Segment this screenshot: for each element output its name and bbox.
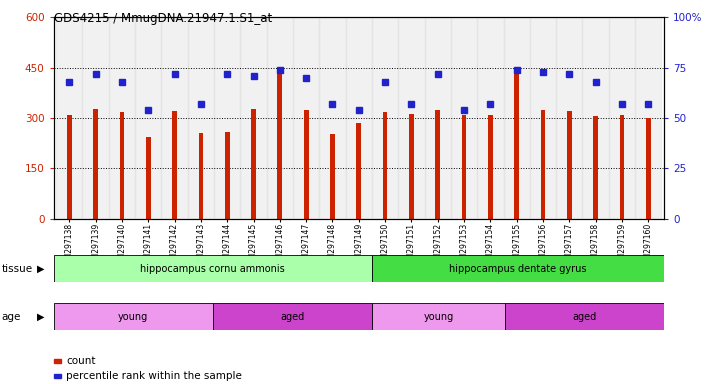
Bar	[372, 255, 664, 282]
Bar	[409, 114, 414, 219]
Bar	[188, 17, 214, 219]
Bar	[56, 17, 83, 219]
Bar	[436, 110, 440, 219]
Bar	[161, 17, 188, 219]
Text: age: age	[1, 312, 21, 322]
Bar	[635, 17, 661, 219]
Bar	[251, 109, 256, 219]
Text: hippocampus cornu ammonis: hippocampus cornu ammonis	[141, 264, 285, 274]
Bar	[593, 116, 598, 219]
Bar	[303, 110, 308, 219]
Bar	[556, 17, 583, 219]
Text: ▶: ▶	[37, 264, 45, 274]
Bar	[120, 112, 124, 219]
Text: hippocampus dentate gyrus: hippocampus dentate gyrus	[449, 264, 587, 274]
Bar	[530, 17, 556, 219]
Bar	[267, 17, 293, 219]
Bar	[330, 134, 335, 219]
Text: GDS4215 / MmugDNA.21947.1.S1_at: GDS4215 / MmugDNA.21947.1.S1_at	[54, 12, 272, 25]
Bar	[425, 17, 451, 219]
Bar	[319, 17, 346, 219]
Bar	[54, 255, 372, 282]
Bar	[213, 303, 372, 330]
Bar	[503, 17, 530, 219]
Bar	[583, 17, 609, 219]
Bar	[451, 17, 477, 219]
Bar	[372, 17, 398, 219]
Text: aged: aged	[281, 312, 305, 322]
Bar	[462, 116, 466, 219]
Bar	[383, 112, 388, 219]
Bar	[540, 110, 545, 219]
Bar	[609, 17, 635, 219]
Bar	[83, 17, 109, 219]
Bar	[54, 303, 213, 330]
Bar	[646, 118, 650, 219]
Text: count: count	[66, 356, 96, 366]
Text: tissue: tissue	[1, 264, 33, 274]
Bar	[346, 17, 372, 219]
Bar	[356, 123, 361, 219]
Bar	[241, 17, 267, 219]
Text: young: young	[118, 312, 149, 322]
Bar	[372, 303, 505, 330]
Bar	[398, 17, 425, 219]
Text: young: young	[423, 312, 453, 322]
Bar	[135, 17, 161, 219]
Bar	[214, 17, 241, 219]
Bar	[477, 17, 503, 219]
Bar	[146, 137, 151, 219]
Bar	[109, 17, 135, 219]
Bar	[488, 116, 493, 219]
Text: aged: aged	[572, 312, 596, 322]
Bar	[293, 17, 319, 219]
Bar	[225, 132, 230, 219]
Bar	[172, 111, 177, 219]
Text: ▶: ▶	[37, 312, 45, 322]
Bar	[620, 116, 624, 219]
Bar	[94, 109, 98, 219]
Bar	[67, 116, 71, 219]
Text: percentile rank within the sample: percentile rank within the sample	[66, 371, 242, 381]
Bar	[567, 111, 572, 219]
Bar	[505, 303, 664, 330]
Bar	[278, 68, 282, 219]
Bar	[514, 71, 519, 219]
Bar	[198, 133, 203, 219]
